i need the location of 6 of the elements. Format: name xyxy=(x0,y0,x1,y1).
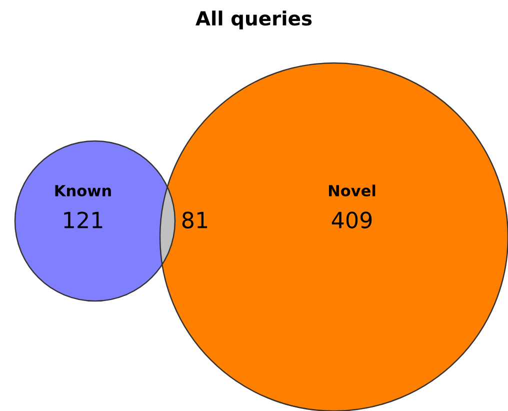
text: All queries xyxy=(196,10,312,30)
data-label: 409 xyxy=(332,212,372,228)
data-label: 81 xyxy=(182,212,208,228)
category-label: Known xyxy=(55,185,111,196)
data-label: 121 xyxy=(64,212,102,228)
category-label: Novel xyxy=(328,184,376,196)
